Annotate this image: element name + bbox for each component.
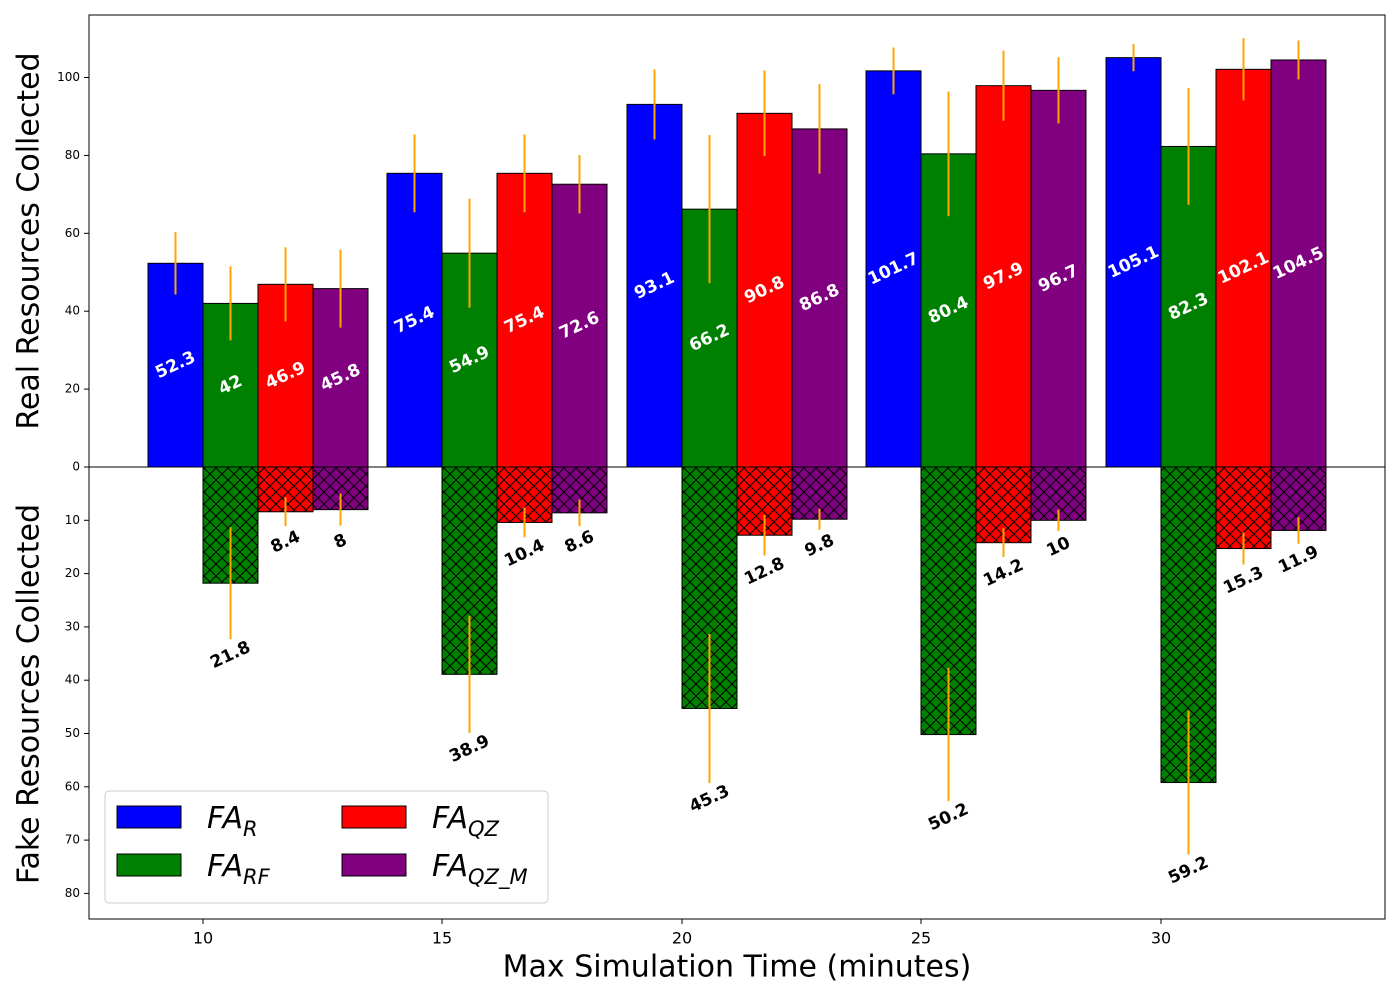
ytick-bottom-label: 80 (65, 886, 80, 900)
legend-label-subscript: R (243, 817, 258, 841)
bar-label-fake-fa-qz-m-30: 11.9 (1275, 542, 1321, 578)
bar-label-fake-fa-qz-15: 10.4 (501, 535, 548, 571)
legend-label-fa-qz: FAQZ (432, 801, 500, 841)
bar-real-fa-qz-m-30 (1270, 59, 1327, 468)
xtick-label: 10 (193, 929, 213, 948)
legend-label-fa-qz-m: FAQZ_M (432, 849, 528, 890)
legend-label-subscript: QZ (468, 817, 500, 841)
bar-real-fa-qz-20 (736, 112, 793, 468)
legend-label-base: FA (207, 849, 243, 884)
y-axis-title-top: Real Resources Collected (12, 52, 47, 429)
legend-label-base: FA (207, 801, 243, 836)
legend-label-subscript: QZ_M (468, 865, 528, 890)
legend-swatch-fa-r (116, 805, 182, 829)
legend-label-fa-rf: FARF (207, 849, 271, 889)
bar-label-fake-fa-qz-m-20: 9.8 (802, 530, 838, 561)
legend-label-base: FA (432, 801, 468, 836)
xtick-label: 30 (1151, 929, 1171, 948)
bar-label-fake-fa-qz-m-10: 8 (331, 530, 350, 553)
ytick-bottom-label: 50 (65, 726, 80, 740)
xtick-label: 15 (432, 929, 452, 948)
errorbars-layer (174, 38, 1300, 855)
legend-label-subscript: RF (243, 865, 271, 889)
ytick-top-label: 80 (65, 148, 80, 162)
bar-real-fa-r-10 (147, 262, 204, 468)
xtick-label: 20 (672, 929, 692, 948)
bar-label-fake-fa-qz-20: 12.8 (741, 554, 787, 590)
xtick-label: 25 (911, 929, 931, 948)
bar-label-fake-fa-qz-m-25: 10 (1044, 533, 1074, 561)
bar-real-fa-qz-15 (496, 172, 553, 468)
legend-label-base: FA (432, 849, 468, 884)
bar-real-fa-r-30 (1105, 57, 1162, 468)
bar-label-fake-fa-rf-10: 21.8 (207, 637, 253, 673)
ytick-top-label: 0 (72, 460, 80, 474)
bar-label-fake-fa-rf-15: 38.9 (446, 731, 492, 767)
bar-label-fake-fa-qz-25: 14.2 (980, 555, 1026, 591)
bar-label-fake-fa-qz-10: 8.4 (268, 527, 304, 558)
ytick-bottom-label: 60 (65, 779, 80, 793)
ytick-top-label: 40 (65, 304, 80, 318)
ytick-bottom-label: 10 (65, 513, 80, 527)
y-axis-title-bottom: Fake Resources Collected (12, 504, 47, 884)
bar-real-fa-r-15 (386, 172, 443, 468)
legend-swatch-fa-qz (341, 805, 407, 829)
ytick-top-label: 100 (57, 70, 80, 84)
bar-label-fake-fa-rf-30: 59.2 (1165, 853, 1211, 889)
bar-real-fa-r-25 (865, 70, 922, 468)
ytick-bottom-label: 30 (65, 619, 80, 633)
legend-swatch-fa-rf (116, 853, 182, 877)
ytick-bottom-label: 20 (65, 566, 80, 580)
x-axis-title: Max Simulation Time (minutes) (503, 950, 972, 985)
bar-real-fa-qz-m-15 (551, 183, 608, 468)
ytick-bottom-label: 70 (65, 833, 80, 847)
bars-layer (147, 57, 1327, 784)
bar-label-fake-fa-rf-25: 50.2 (925, 799, 971, 835)
legend-box (104, 790, 549, 904)
bar-label-fake-fa-rf-20: 45.3 (686, 781, 732, 817)
bar-real-fa-qz-30 (1215, 68, 1272, 468)
ytick-bottom-label: 40 (65, 673, 80, 687)
ytick-top-label: 60 (65, 226, 80, 240)
legend-swatch-fa-qz-m (341, 853, 407, 877)
bar-label-fake-fa-qz-30: 15.3 (1220, 563, 1266, 599)
ytick-top-label: 20 (65, 382, 80, 396)
bar-real-fa-qz-m-20 (791, 128, 848, 468)
bar-label-fake-fa-qz-m-15: 8.6 (562, 527, 598, 558)
legend-label-fa-r: FAR (207, 801, 258, 841)
axes-layer: 0 20 40 60 80 100 10 20 30 40 50 60 70 80 10 15 20 25 30 Ma… (12, 14, 1386, 985)
